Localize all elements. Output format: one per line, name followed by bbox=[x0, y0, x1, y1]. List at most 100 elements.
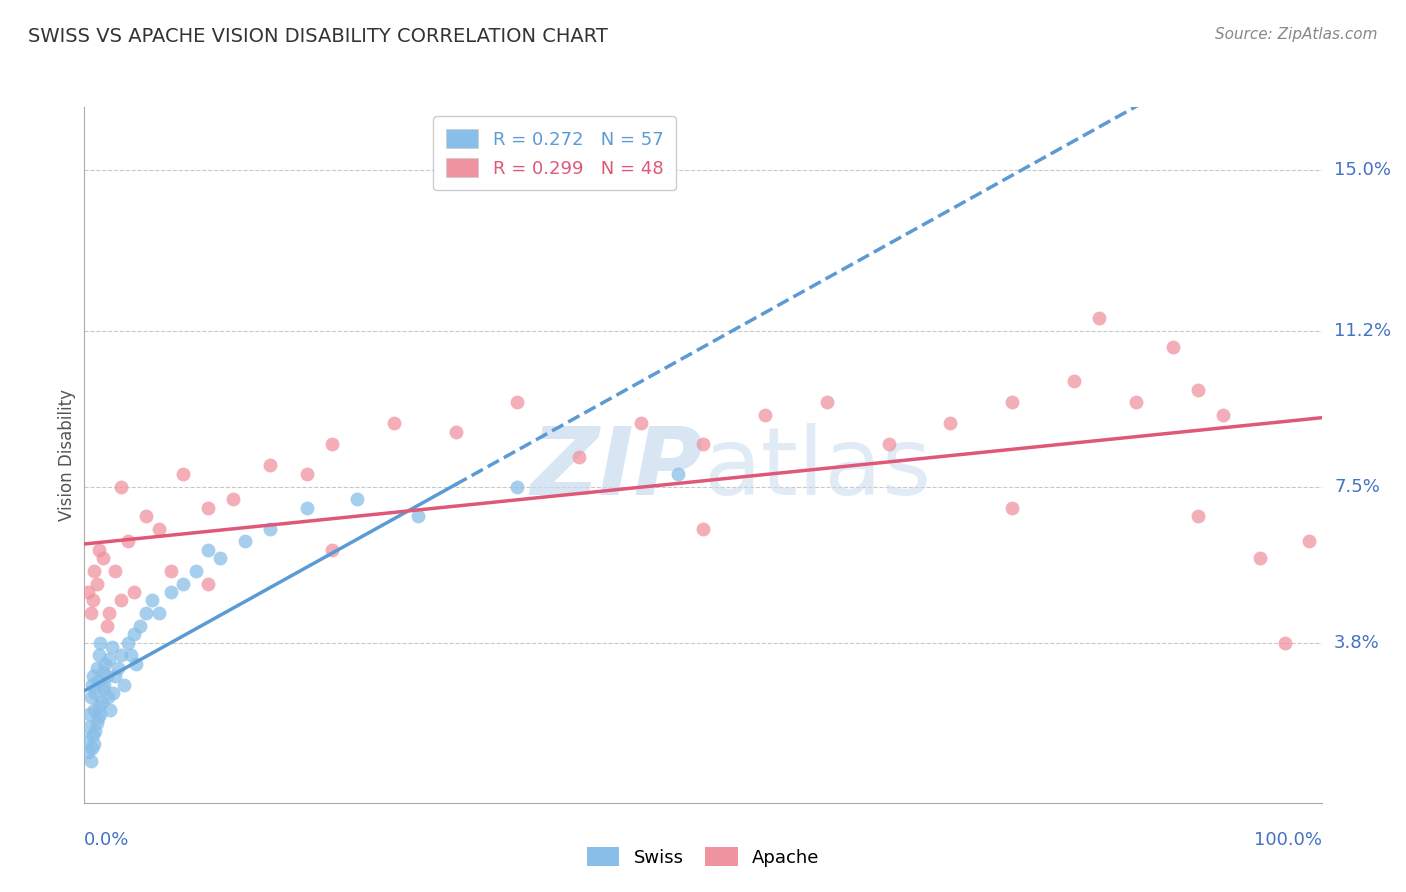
Point bbox=[84, 686, 107, 700]
Point bbox=[148, 522, 170, 536]
Point bbox=[125, 657, 148, 671]
Point bbox=[86, 661, 108, 675]
Point bbox=[295, 467, 318, 481]
Point bbox=[82, 728, 104, 742]
Point bbox=[321, 542, 343, 557]
Point bbox=[77, 585, 100, 599]
Point bbox=[96, 618, 118, 632]
Point bbox=[79, 720, 101, 734]
Point bbox=[100, 640, 122, 654]
Point bbox=[79, 707, 101, 722]
Point bbox=[1001, 500, 1024, 515]
Point bbox=[79, 754, 101, 768]
Point bbox=[135, 606, 157, 620]
Point bbox=[1125, 395, 1147, 409]
Point bbox=[209, 551, 232, 566]
Point bbox=[104, 564, 127, 578]
Text: 11.2%: 11.2% bbox=[1334, 321, 1391, 340]
Point bbox=[84, 724, 107, 739]
Point bbox=[101, 686, 124, 700]
Point bbox=[110, 648, 132, 663]
Point bbox=[408, 509, 430, 524]
Point bbox=[877, 437, 900, 451]
Text: 0.0%: 0.0% bbox=[84, 830, 129, 848]
Point bbox=[141, 593, 163, 607]
Point bbox=[1063, 374, 1085, 388]
Point bbox=[83, 737, 105, 751]
Point bbox=[98, 652, 121, 666]
Point bbox=[382, 417, 405, 431]
Point bbox=[104, 669, 127, 683]
Point bbox=[94, 657, 117, 671]
Point bbox=[160, 564, 183, 578]
Text: ZIP: ZIP bbox=[530, 423, 703, 515]
Point bbox=[91, 665, 114, 679]
Point bbox=[233, 534, 256, 549]
Point bbox=[80, 678, 103, 692]
Text: 100.0%: 100.0% bbox=[1254, 830, 1322, 848]
Point bbox=[1161, 340, 1184, 354]
Point bbox=[117, 635, 139, 649]
Point bbox=[89, 698, 111, 713]
Point bbox=[89, 707, 111, 722]
Point bbox=[91, 551, 114, 566]
Point bbox=[197, 542, 219, 557]
Point bbox=[1298, 534, 1320, 549]
Point bbox=[96, 669, 118, 683]
Point bbox=[815, 395, 838, 409]
Point bbox=[107, 661, 129, 675]
Legend: Swiss, Apache: Swiss, Apache bbox=[579, 840, 827, 874]
Point bbox=[129, 618, 152, 632]
Point bbox=[89, 635, 111, 649]
Point bbox=[122, 627, 145, 641]
Point bbox=[1187, 383, 1209, 397]
Point bbox=[82, 593, 104, 607]
Point bbox=[506, 479, 529, 493]
Legend: R = 0.272   N = 57, R = 0.299   N = 48: R = 0.272 N = 57, R = 0.299 N = 48 bbox=[433, 116, 676, 190]
Point bbox=[90, 695, 112, 709]
Point bbox=[692, 437, 714, 451]
Point bbox=[83, 564, 105, 578]
Point bbox=[506, 395, 529, 409]
Point bbox=[89, 648, 111, 663]
Point bbox=[79, 606, 101, 620]
Point bbox=[80, 741, 103, 756]
Point bbox=[346, 492, 368, 507]
Point bbox=[91, 681, 114, 696]
Point bbox=[98, 703, 121, 717]
Point bbox=[120, 648, 142, 663]
Point bbox=[110, 593, 132, 607]
Point bbox=[259, 458, 281, 473]
Text: 3.8%: 3.8% bbox=[1334, 633, 1379, 651]
Point bbox=[160, 585, 183, 599]
Point bbox=[110, 479, 132, 493]
Point bbox=[135, 509, 157, 524]
Point bbox=[98, 606, 121, 620]
Point bbox=[1088, 310, 1111, 325]
Point bbox=[122, 585, 145, 599]
Point bbox=[112, 678, 135, 692]
Point bbox=[692, 522, 714, 536]
Point bbox=[295, 500, 318, 515]
Point bbox=[87, 673, 110, 688]
Text: 15.0%: 15.0% bbox=[1334, 161, 1391, 179]
Point bbox=[86, 576, 108, 591]
Point bbox=[76, 732, 98, 747]
Point bbox=[630, 417, 652, 431]
Point bbox=[197, 576, 219, 591]
Point bbox=[259, 522, 281, 536]
Point bbox=[97, 690, 120, 705]
Text: SWISS VS APACHE VISION DISABILITY CORRELATION CHART: SWISS VS APACHE VISION DISABILITY CORREL… bbox=[28, 27, 607, 45]
Point bbox=[184, 564, 207, 578]
Point bbox=[939, 417, 962, 431]
Point bbox=[82, 669, 104, 683]
Point bbox=[1187, 509, 1209, 524]
Point bbox=[666, 467, 689, 481]
Y-axis label: Vision Disability: Vision Disability bbox=[58, 389, 76, 521]
Point bbox=[89, 542, 111, 557]
Point bbox=[93, 678, 115, 692]
Point bbox=[1274, 635, 1296, 649]
Point bbox=[222, 492, 245, 507]
Point bbox=[86, 715, 108, 730]
Point bbox=[568, 450, 591, 464]
